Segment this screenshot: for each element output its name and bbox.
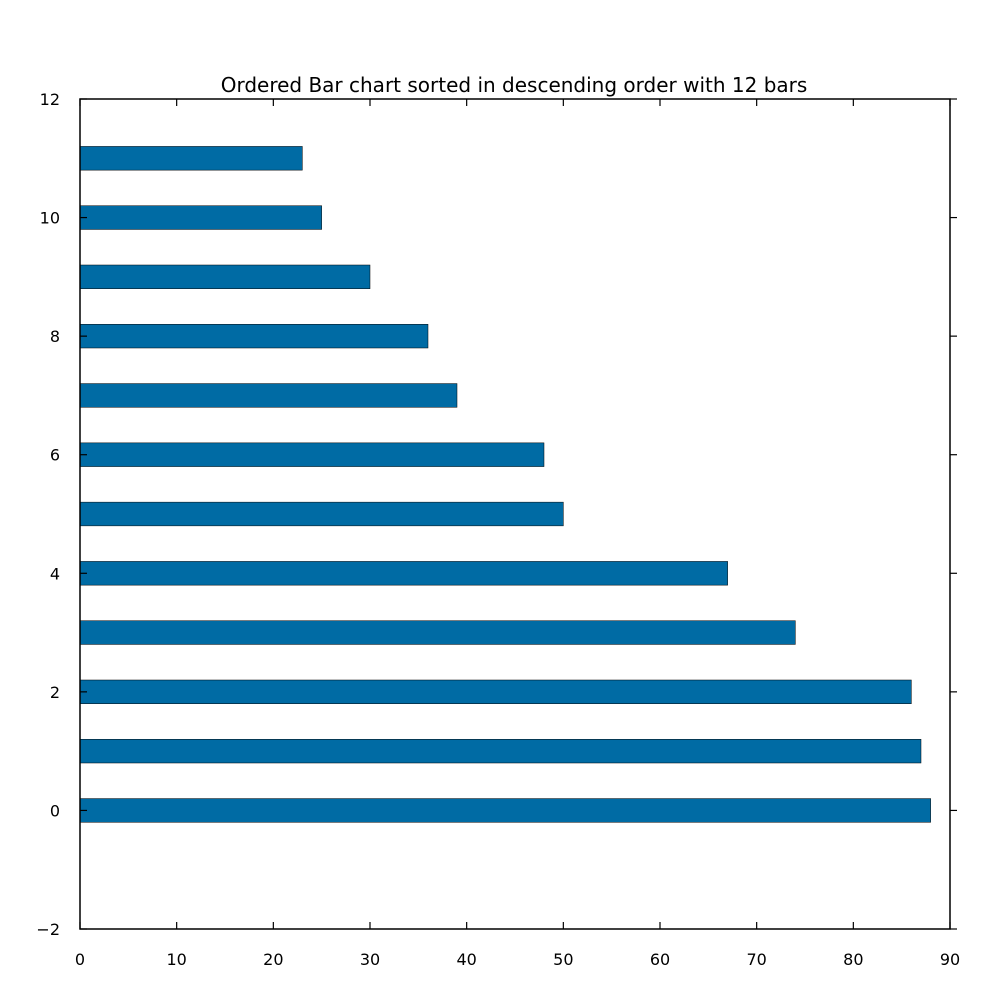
plot-frame [79,98,951,930]
x-axis-ticks: 0 10 20 30 40 50 60 70 80 90 [75,99,960,969]
y-tick-label: −2 [36,920,60,939]
y-axis-ticks: −2 0 2 4 6 8 10 12 [36,90,957,939]
bar-8 [79,324,429,349]
x-tick-label: 20 [263,950,283,969]
chart-title: Ordered Bar chart sorted in descending o… [221,73,808,97]
x-tick-label: 40 [456,950,476,969]
bar-3 [79,620,796,645]
bars-group [79,146,931,823]
x-tick-label: 80 [843,950,863,969]
x-tick-label: 10 [166,950,186,969]
x-tick-label: 60 [650,950,670,969]
bar-11 [79,146,303,171]
bar-9 [79,264,371,289]
bar-6 [79,442,545,467]
y-tick-label: 8 [50,327,60,346]
x-tick-label: 90 [940,950,960,969]
x-tick-label: 0 [75,950,85,969]
bar-2 [79,679,912,704]
x-tick-label: 70 [746,950,766,969]
y-tick-label: 10 [40,209,60,228]
y-tick-label: 4 [50,564,60,583]
bar-7 [79,383,458,408]
y-tick-label: 2 [50,683,60,702]
axes-frame [79,98,951,930]
bar-10 [79,205,322,230]
bar-0 [79,798,931,823]
y-tick-label: 0 [50,801,60,820]
bar-5 [79,501,564,527]
y-tick-label: 12 [40,90,60,109]
x-tick-label: 50 [553,950,573,969]
x-tick-label: 30 [360,950,380,969]
bar-4 [79,561,728,586]
bar-1 [79,739,922,764]
y-tick-label: 6 [50,446,60,465]
